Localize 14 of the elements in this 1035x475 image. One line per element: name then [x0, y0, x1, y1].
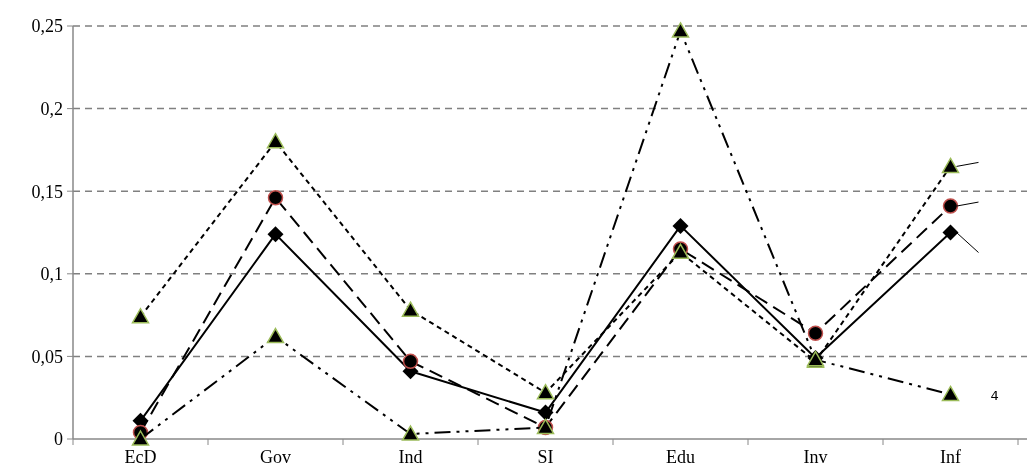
- x-tick-label: EcD: [124, 447, 157, 467]
- x-tick-label: Ind: [398, 447, 423, 467]
- y-tick-label: 0: [54, 429, 63, 450]
- y-tick-label: 0,05: [31, 346, 63, 367]
- y-tick-label: 0,2: [40, 98, 63, 119]
- y-tick-label: 0,1: [40, 264, 63, 285]
- x-tick-label: SI: [537, 447, 554, 467]
- x-tick-label: Gov: [260, 447, 291, 467]
- x-tick-label: Inv: [803, 447, 828, 467]
- y-tick-label: 0,25: [31, 16, 63, 37]
- x-tick-label: Edu: [666, 447, 695, 467]
- y-tick-label: 0,15: [31, 181, 63, 202]
- x-tick-label: Inf: [940, 447, 961, 467]
- text: 4: [990, 388, 999, 404]
